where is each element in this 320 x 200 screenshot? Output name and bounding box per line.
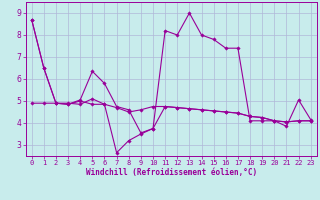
X-axis label: Windchill (Refroidissement éolien,°C): Windchill (Refroidissement éolien,°C) xyxy=(86,168,257,177)
